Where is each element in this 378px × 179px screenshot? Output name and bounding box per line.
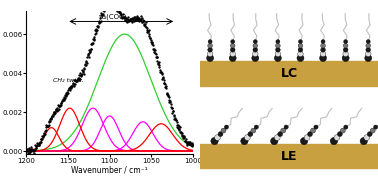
Circle shape [366,51,371,57]
Circle shape [366,40,370,43]
Bar [200,61,378,86]
Circle shape [276,43,280,48]
Circle shape [366,43,370,48]
Circle shape [364,135,370,141]
Circle shape [321,40,325,43]
Circle shape [343,43,348,48]
Circle shape [342,55,349,62]
X-axis label: Wavenumber / cm⁻¹: Wavenumber / cm⁻¹ [71,166,148,175]
Text: νa(COC): νa(COC) [99,13,127,20]
Circle shape [297,55,304,62]
Circle shape [254,125,259,129]
Circle shape [284,125,288,129]
Circle shape [245,135,250,141]
Circle shape [304,135,310,141]
Circle shape [253,40,257,43]
Circle shape [370,128,375,133]
Circle shape [321,47,325,52]
Circle shape [215,135,220,141]
Circle shape [231,40,235,43]
Circle shape [218,132,223,137]
Circle shape [301,137,308,145]
Circle shape [319,55,327,62]
Circle shape [274,135,280,141]
Circle shape [206,55,214,62]
Circle shape [299,40,302,43]
Circle shape [340,128,345,133]
Circle shape [253,43,258,48]
Circle shape [208,43,212,48]
Circle shape [373,125,378,129]
Circle shape [366,47,370,52]
Circle shape [230,47,235,52]
Circle shape [314,125,318,129]
Circle shape [330,137,338,145]
Circle shape [344,40,348,43]
Circle shape [298,47,303,52]
Text: CH₂ twist.: CH₂ twist. [53,78,84,83]
Circle shape [241,137,248,145]
Text: LC: LC [280,67,298,80]
Circle shape [224,125,229,129]
Circle shape [229,55,236,62]
Circle shape [334,135,340,141]
Circle shape [360,137,367,145]
Text: LE: LE [281,150,297,163]
Circle shape [367,132,372,137]
Circle shape [320,51,326,57]
Circle shape [221,128,226,133]
Circle shape [251,128,256,133]
Circle shape [271,137,278,145]
Circle shape [248,132,253,137]
Circle shape [308,132,313,137]
Circle shape [298,43,303,48]
Circle shape [343,47,348,52]
Circle shape [321,43,325,48]
Circle shape [276,40,280,43]
Circle shape [208,40,212,43]
Circle shape [278,132,283,137]
Circle shape [211,137,218,145]
Circle shape [310,128,316,133]
Circle shape [275,51,280,57]
Circle shape [253,51,258,57]
Circle shape [274,55,281,62]
Circle shape [344,125,348,129]
Circle shape [253,47,258,52]
Bar [200,144,378,168]
Circle shape [230,51,235,57]
Circle shape [230,43,235,48]
Circle shape [276,47,280,52]
Circle shape [338,132,342,137]
Circle shape [281,128,286,133]
Circle shape [343,51,349,57]
Circle shape [208,47,212,52]
Circle shape [252,55,259,62]
Circle shape [365,55,372,62]
Circle shape [298,51,303,57]
Circle shape [208,51,213,57]
